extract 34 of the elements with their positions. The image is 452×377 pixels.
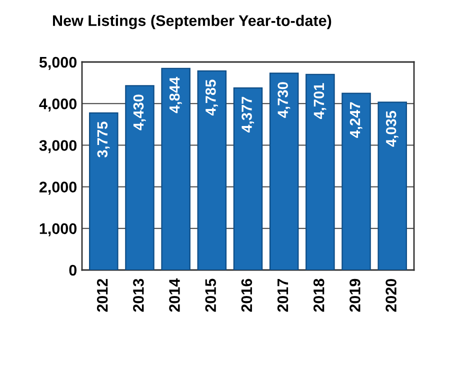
x-tick-label: 2012	[96, 278, 108, 312]
data-label: 4,730	[278, 82, 290, 118]
y-tick-label: 0	[69, 264, 77, 276]
bar	[342, 92, 371, 270]
data-label: 4,035	[386, 110, 398, 147]
bar	[197, 70, 227, 270]
data-label: 4,247	[350, 102, 362, 138]
x-tick-label: 2019	[350, 278, 360, 312]
bar	[89, 112, 118, 270]
bar	[233, 87, 263, 270]
y-tick-label: 3,000	[39, 140, 77, 154]
data-label: 4,701	[314, 83, 326, 120]
bar	[161, 68, 190, 270]
y-tick-label: 2,000	[39, 182, 77, 195]
data-label: 4,377	[242, 96, 254, 133]
bar	[306, 74, 335, 270]
bar	[269, 72, 299, 270]
x-tick-label: 2017	[277, 279, 288, 312]
data-label: 4,844	[169, 76, 182, 114]
y-tick-label: 1,000	[40, 223, 77, 236]
bar	[125, 85, 154, 270]
x-tick-label: 2016	[241, 278, 252, 312]
data-label: 3,775	[97, 122, 110, 158]
data-label: 4,785	[206, 80, 218, 116]
bar	[378, 102, 407, 270]
x-tick-label: 2014	[169, 278, 180, 312]
x-tick-label: 2018	[313, 278, 324, 312]
chart-title: New Listings (September Year-to-date)	[53, 14, 332, 30]
data-label: 4,430	[133, 94, 146, 130]
y-tick-label: 5,000	[39, 56, 77, 70]
x-tick-label: 2015	[205, 278, 216, 312]
y-tick-label: 4,000	[39, 98, 77, 112]
x-tick-label: 2013	[133, 278, 144, 312]
x-tick-label: 2020	[386, 278, 396, 312]
